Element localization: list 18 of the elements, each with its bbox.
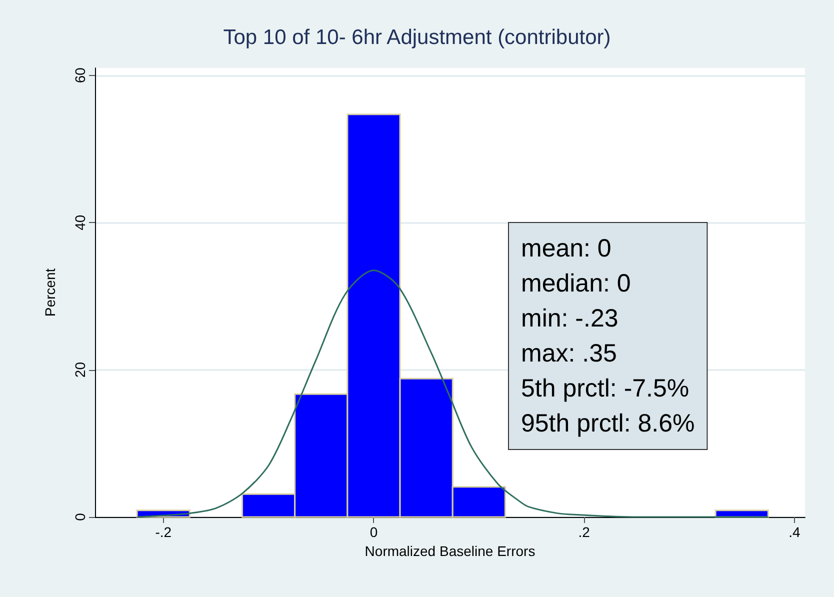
y-tick-label: 20: [72, 362, 88, 378]
annotation: median: 0: [521, 270, 631, 298]
annotation: mean: 0: [521, 234, 612, 262]
y-tick-label: 0: [72, 512, 88, 521]
y-tick-label: 60: [72, 67, 88, 84]
x-tick-label: 0: [370, 524, 378, 540]
y-tick-label: 40: [72, 214, 88, 230]
annotation: 95th prctl: 8.6%: [521, 410, 695, 438]
annotation: 5th prctl: -7.5%: [521, 374, 690, 402]
annotation: max: .35: [521, 340, 617, 368]
y-axis-title: Percent: [42, 268, 58, 317]
annotation: min: -.23: [521, 304, 618, 332]
x-tick-label: .2: [578, 524, 590, 540]
line-series: [136, 270, 769, 518]
chart-title: Top 10 of 10- 6hr Adjustment (contributor): [223, 26, 611, 49]
x-tick-label: .4: [788, 524, 801, 540]
x-tick-label: -.2: [155, 524, 172, 540]
x-axis-title: Normalized Baseline Errors: [364, 542, 536, 559]
